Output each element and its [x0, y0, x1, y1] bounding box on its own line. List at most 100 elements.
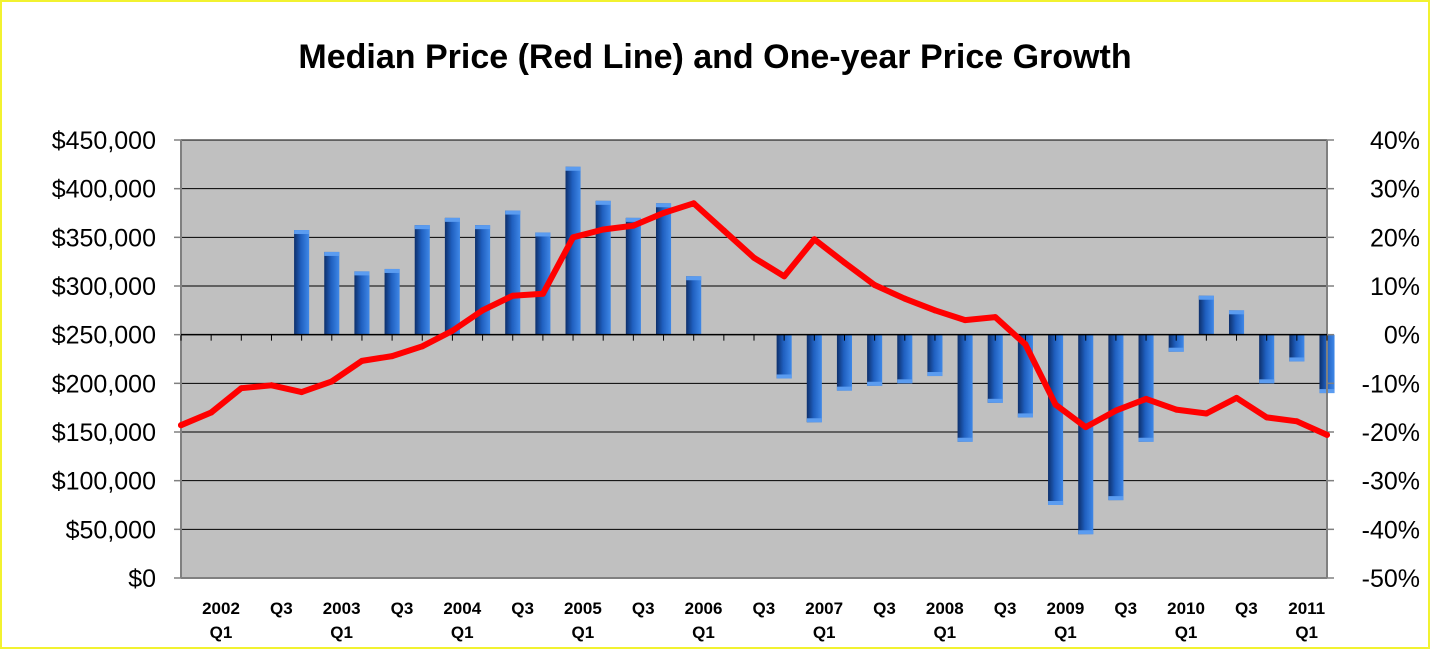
x-tick-label: 2009 — [1047, 599, 1085, 618]
growth-bar-cap — [806, 418, 822, 423]
growth-bar-cap — [686, 276, 702, 281]
growth-bar-cap — [354, 271, 370, 276]
median-price-point — [811, 236, 818, 243]
median-price-point — [509, 292, 516, 299]
growth-bar-cap — [1228, 310, 1245, 315]
median-price-point — [931, 307, 938, 314]
x-tick-label: 2007 — [805, 599, 843, 618]
x-tick-sublabel: Q1 — [330, 623, 353, 642]
growth-bar-cap — [897, 379, 913, 384]
left-tick-label: $0 — [128, 565, 156, 593]
x-tick-label: 2006 — [685, 599, 723, 618]
median-price-point — [600, 226, 607, 233]
x-tick-sublabel: Q1 — [692, 623, 715, 642]
median-price-point — [539, 290, 546, 297]
right-axis-ticks: 40% 30% 20% 10% 0% -10% -20% -30% -40% -50% — [1362, 127, 1420, 593]
x-tick-label: Q3 — [873, 599, 896, 618]
right-tick-label: 30% — [1370, 176, 1420, 204]
growth-bar — [1289, 334, 1305, 362]
x-tick-label: Q3 — [752, 599, 775, 618]
growth-bar — [806, 334, 822, 423]
growth-bar — [927, 334, 943, 377]
growth-bar-cap — [1108, 496, 1124, 501]
growth-bar-cap — [414, 225, 430, 230]
median-price-point — [1112, 407, 1119, 414]
median-price-point — [871, 282, 878, 289]
x-tick-label: Q3 — [391, 599, 414, 618]
right-tick-label: -30% — [1362, 468, 1420, 496]
growth-bar — [987, 334, 1003, 403]
x-tick-label: 2011 — [1288, 599, 1325, 618]
median-price-point — [1143, 395, 1150, 402]
growth-bar — [1078, 334, 1094, 535]
right-tick-label: -20% — [1362, 419, 1420, 447]
left-tick-label: $200,000 — [52, 370, 156, 398]
median-price-point — [1203, 410, 1210, 417]
left-tick-label: $400,000 — [52, 176, 156, 204]
median-price-point — [720, 227, 727, 234]
x-tick-sublabel: Q1 — [813, 623, 836, 642]
median-price-point — [328, 378, 335, 385]
x-tick-label: 2008 — [926, 599, 964, 618]
growth-bar-cap — [324, 251, 340, 256]
plot-area — [180, 139, 1328, 579]
growth-bar — [1259, 334, 1275, 384]
growth-bar — [655, 203, 672, 335]
growth-bar — [1138, 334, 1154, 442]
x-tick-label: 2005 — [564, 599, 602, 618]
growth-bar-cap — [776, 374, 792, 379]
growth-bar — [505, 210, 521, 335]
growth-bar — [595, 200, 611, 335]
growth-bar — [384, 268, 400, 335]
growth-bar — [776, 334, 792, 379]
growth-bar-cap — [1198, 295, 1214, 300]
x-tick-label: Q3 — [1114, 599, 1137, 618]
median-price-point — [751, 254, 757, 261]
growth-bar-cap — [1289, 357, 1305, 362]
median-price-point — [298, 389, 305, 396]
median-price-point — [178, 422, 184, 429]
median-price-point — [479, 307, 486, 314]
growth-bar-cap — [565, 166, 581, 171]
median-price-point — [901, 295, 908, 302]
right-tick-label: -40% — [1362, 516, 1420, 544]
median-price-point — [389, 353, 396, 360]
median-price-point — [992, 314, 999, 321]
median-price-point — [1233, 394, 1240, 401]
x-tick-label: Q3 — [632, 599, 655, 618]
growth-bar — [1228, 310, 1245, 335]
growth-bar-cap — [957, 437, 973, 442]
growth-bar-cap — [1017, 413, 1033, 418]
growth-bar-cap — [294, 230, 310, 235]
right-tick-label: 10% — [1370, 273, 1420, 301]
x-tick-label: Q3 — [270, 599, 293, 618]
x-tick-sublabel: Q1 — [572, 623, 595, 642]
gridlines — [181, 139, 1327, 530]
left-tick-label: $100,000 — [52, 468, 156, 496]
growth-bar-cap — [444, 217, 460, 222]
x-tick-sublabel: Q1 — [1295, 623, 1318, 642]
left-tick-label: $450,000 — [52, 127, 156, 155]
x-tick-label: 2002 — [202, 599, 240, 618]
x-tick-label: 2010 — [1167, 599, 1205, 618]
growth-bar — [294, 230, 310, 335]
growth-bar-cap — [1259, 379, 1275, 384]
growth-bar-cap — [535, 232, 551, 237]
growth-bar — [1048, 334, 1064, 505]
x-tick-label: 2003 — [323, 599, 361, 618]
right-tick-label: 0% — [1384, 322, 1420, 350]
growth-bar — [535, 232, 551, 335]
x-tick-sublabel: Q1 — [1054, 623, 1077, 642]
growth-bar — [686, 276, 702, 335]
x-axis-ticks: 2002 Q1 Q3 2003 Q1 Q3 2004 Q1 Q3 2005 Q1 Q3 2006 Q1 Q3… — [202, 599, 1325, 642]
growth-bar — [957, 334, 973, 442]
left-tick-label: $300,000 — [52, 273, 156, 301]
growth-bar — [836, 334, 853, 391]
growth-bar-cap — [1078, 530, 1094, 535]
median-price-point — [1082, 424, 1089, 431]
growth-bar — [897, 334, 913, 384]
axes — [174, 139, 1334, 579]
left-tick-label: $50,000 — [66, 516, 156, 544]
left-tick-label: $350,000 — [52, 224, 156, 252]
left-tick-label: $250,000 — [52, 322, 156, 350]
